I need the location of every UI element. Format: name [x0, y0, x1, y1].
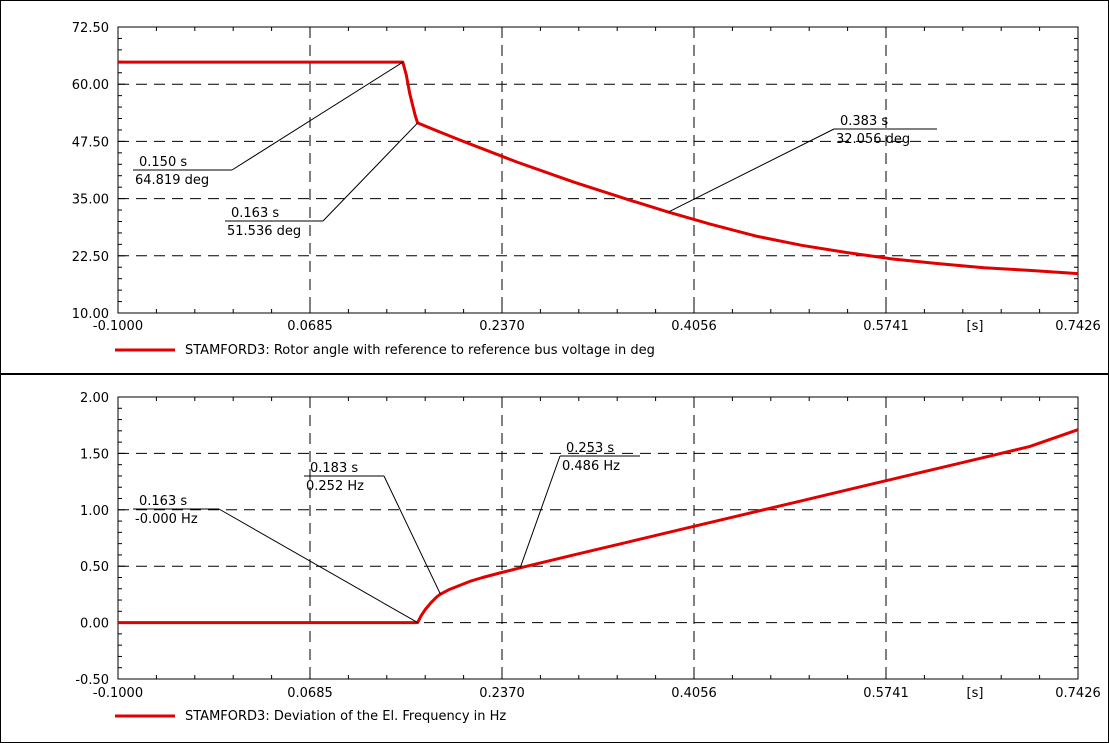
legend-label: STAMFORD3: Deviation of the El. Frequenc…: [185, 709, 506, 724]
callout-leader: [218, 508, 418, 624]
x-tick-label: 0.7426: [1055, 686, 1101, 701]
y-tick-label: 35.00: [72, 193, 109, 208]
callout-time: 0.383 s: [840, 114, 888, 129]
x-tick-label: 0.4056: [671, 686, 717, 701]
y-tick-label: -0.50: [75, 673, 109, 688]
x-tick-label: 0.0685: [287, 686, 333, 701]
legend: STAMFORD3: Rotor angle with reference to…: [115, 343, 655, 358]
callout-value: -0.000 Hz: [135, 512, 198, 527]
y-tick-label: 0.00: [80, 617, 109, 632]
x-tick-label: 0.5741: [863, 686, 909, 701]
x-tick-label: 0.0685: [287, 319, 333, 334]
data-callout: 0.150 s 64.819 deg: [133, 61, 404, 188]
data-callout: 0.163 s 51.536 deg: [225, 122, 419, 239]
data-callout: 0.383 s 32.056 deg: [668, 114, 937, 213]
x-unit-label: [s]: [967, 686, 984, 701]
callout-time: 0.150 s: [139, 155, 187, 170]
plot-frame: [117, 396, 1079, 680]
data-callout: 0.163 s -0.000 Hz: [133, 494, 418, 624]
callout-leader: [231, 61, 404, 171]
callout-leader: [322, 122, 419, 222]
series-line: [118, 428, 1079, 625]
callout-value: 0.486 Hz: [562, 459, 620, 474]
callout-leader: [519, 455, 561, 568]
x-tick-label: 0.2370: [479, 686, 525, 701]
x-tick-label: 0.7426: [1055, 319, 1101, 334]
plot-frame: [117, 26, 1079, 314]
y-tick-label: 72.50: [72, 21, 109, 36]
x-tick-label: 0.4056: [671, 319, 717, 334]
data-callout: 0.183 s 0.252 Hz: [304, 461, 441, 595]
x-tick-label: -0.1000: [93, 319, 143, 334]
frequency-deviation-plot: 2.00 1.50 1.00 0.50 0.00 -0.50-0.1000 0.0685 0.…: [75, 391, 1100, 724]
callout-time: 0.163 s: [139, 494, 187, 509]
x-tick-label: -0.1000: [93, 686, 143, 701]
x-unit-label: [s]: [967, 319, 984, 334]
callout-value: 64.819 deg: [135, 173, 209, 188]
callout-time: 0.163 s: [231, 206, 279, 221]
series-line: [118, 60, 1079, 276]
x-tick-label: 0.2370: [479, 319, 525, 334]
y-tick-label: 2.00: [80, 391, 109, 406]
callout-value: 32.056 deg: [836, 132, 910, 147]
y-tick-label: 22.50: [72, 250, 109, 265]
x-tick-label: 0.5741: [863, 319, 909, 334]
callout-value: 51.536 deg: [227, 224, 301, 239]
rotor-angle-plot: 72.50 60.00 47.50 35.00 22.50 10.00-0.1000 0.0…: [72, 21, 1101, 358]
data-callout: 0.253 s 0.486 Hz: [519, 441, 640, 568]
y-tick-label: 1.50: [80, 447, 109, 462]
y-tick-label: 10.00: [72, 307, 109, 322]
callout-leader: [383, 475, 441, 595]
y-tick-label: 1.00: [80, 504, 109, 519]
y-tick-label: 47.50: [72, 135, 109, 150]
y-tick-label: 0.50: [80, 560, 109, 575]
callout-leader: [668, 128, 835, 213]
callout-value: 0.252 Hz: [306, 479, 364, 494]
y-tick-label: 60.00: [72, 78, 109, 93]
callout-time: 0.253 s: [566, 441, 614, 456]
legend: STAMFORD3: Deviation of the El. Frequenc…: [115, 709, 506, 724]
legend-label: STAMFORD3: Rotor angle with reference to…: [185, 343, 655, 358]
callout-time: 0.183 s: [310, 461, 358, 476]
